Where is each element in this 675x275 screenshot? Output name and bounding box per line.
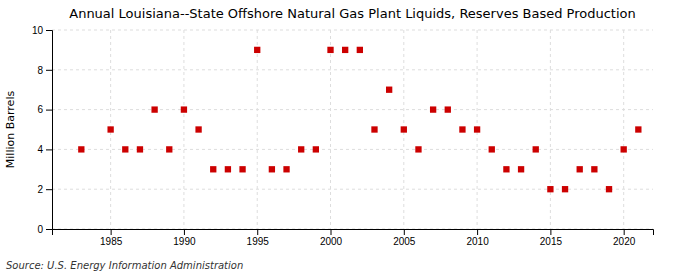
grid-line [550,30,551,229]
title: Annual Louisiana--State Offshore Natural… [69,6,636,21]
point [518,166,524,172]
tick-label: 2015 [540,236,563,247]
point [122,146,128,152]
grid-line [183,30,184,229]
tick-label: 8 [37,65,43,76]
point [342,47,348,53]
y-axis: 0 2 4 6 8 10 [32,25,53,235]
point [357,47,363,53]
point [591,166,597,172]
axis-line [46,31,53,230]
grid-line [623,30,624,229]
point [254,47,260,53]
tick-label: 4 [37,144,43,155]
point [606,186,612,192]
tick-mark [624,229,625,235]
tick-mark [46,229,52,230]
tick-label: 1990 [173,236,196,247]
point [577,166,583,172]
point [298,146,304,152]
point [415,146,421,152]
plot: 1985 1990 1995 2000 2005 2010 2015 2020 0 2 4 6 8 10 [32,25,654,247]
point [503,166,509,172]
tick-label: 1985 [100,236,123,247]
point [78,146,84,152]
tick-label: 2005 [393,236,416,247]
point [283,166,289,172]
points [78,47,641,193]
x-axis: 1985 1990 1995 2000 2005 2010 2015 2020 [53,229,654,247]
tick: 2015 [540,229,563,247]
point [181,106,187,112]
tick: 1985 [100,229,123,247]
tick: 2020 [613,229,636,247]
grid-line [52,69,653,70]
tick-mark [46,189,52,190]
point [210,166,216,172]
tick: 1990 [173,229,196,247]
tick-label: 1995 [247,236,270,247]
point [371,126,377,132]
point [621,146,627,152]
tick-label: 10 [32,25,44,36]
grid [52,30,653,229]
tick-mark [46,30,52,31]
tick: 2000 [320,229,343,247]
tick-mark [477,229,478,235]
point [195,126,201,132]
point [430,106,436,112]
tick-mark [550,229,551,235]
tick-label: 2010 [466,236,489,247]
point [635,126,641,132]
tick-label: 2 [37,184,43,195]
tick-mark [404,229,405,235]
point [327,47,333,53]
tick-mark [46,149,52,150]
tick: 2010 [466,229,489,247]
tick: 2005 [393,229,416,247]
axis-line [53,230,654,236]
point [401,126,407,132]
grid-line [52,109,653,110]
point [137,146,143,152]
tick: 6 [37,104,52,115]
tick: 10 [32,25,52,36]
tick-label: 2000 [320,236,343,247]
tick-label: 0 [37,224,43,235]
point [459,126,465,132]
point [386,87,392,93]
tick: 8 [37,65,52,76]
point [269,166,275,172]
tick: 4 [37,144,52,155]
tick-mark [111,229,112,235]
tick-mark [46,110,52,111]
tick-mark [331,229,332,235]
point [107,126,113,132]
point [151,106,157,112]
chart: 1985 1990 1995 2000 2005 2010 2015 2020 0 2 4 6 8 10 A… [0,0,675,275]
grid-line [257,30,258,229]
point [445,106,451,112]
tick-mark [46,70,52,71]
point [562,186,568,192]
tick-mark [184,229,185,235]
grid-line [52,30,653,31]
point [166,146,172,152]
point [313,146,319,152]
tick-label: 2020 [613,236,636,247]
point [489,146,495,152]
tick: 0 [37,224,52,235]
tick-label: 6 [37,104,43,115]
point [225,166,231,172]
point [547,186,553,192]
point [474,126,480,132]
point [239,166,245,172]
point [533,146,539,152]
y-axis-title: Million Barrels [4,91,17,169]
tick: 1995 [247,229,270,247]
grid-line [330,30,331,229]
source: Source: U.S. Energy Information Administ… [6,260,243,271]
tick: 2 [37,184,52,195]
tick-mark [257,229,258,235]
